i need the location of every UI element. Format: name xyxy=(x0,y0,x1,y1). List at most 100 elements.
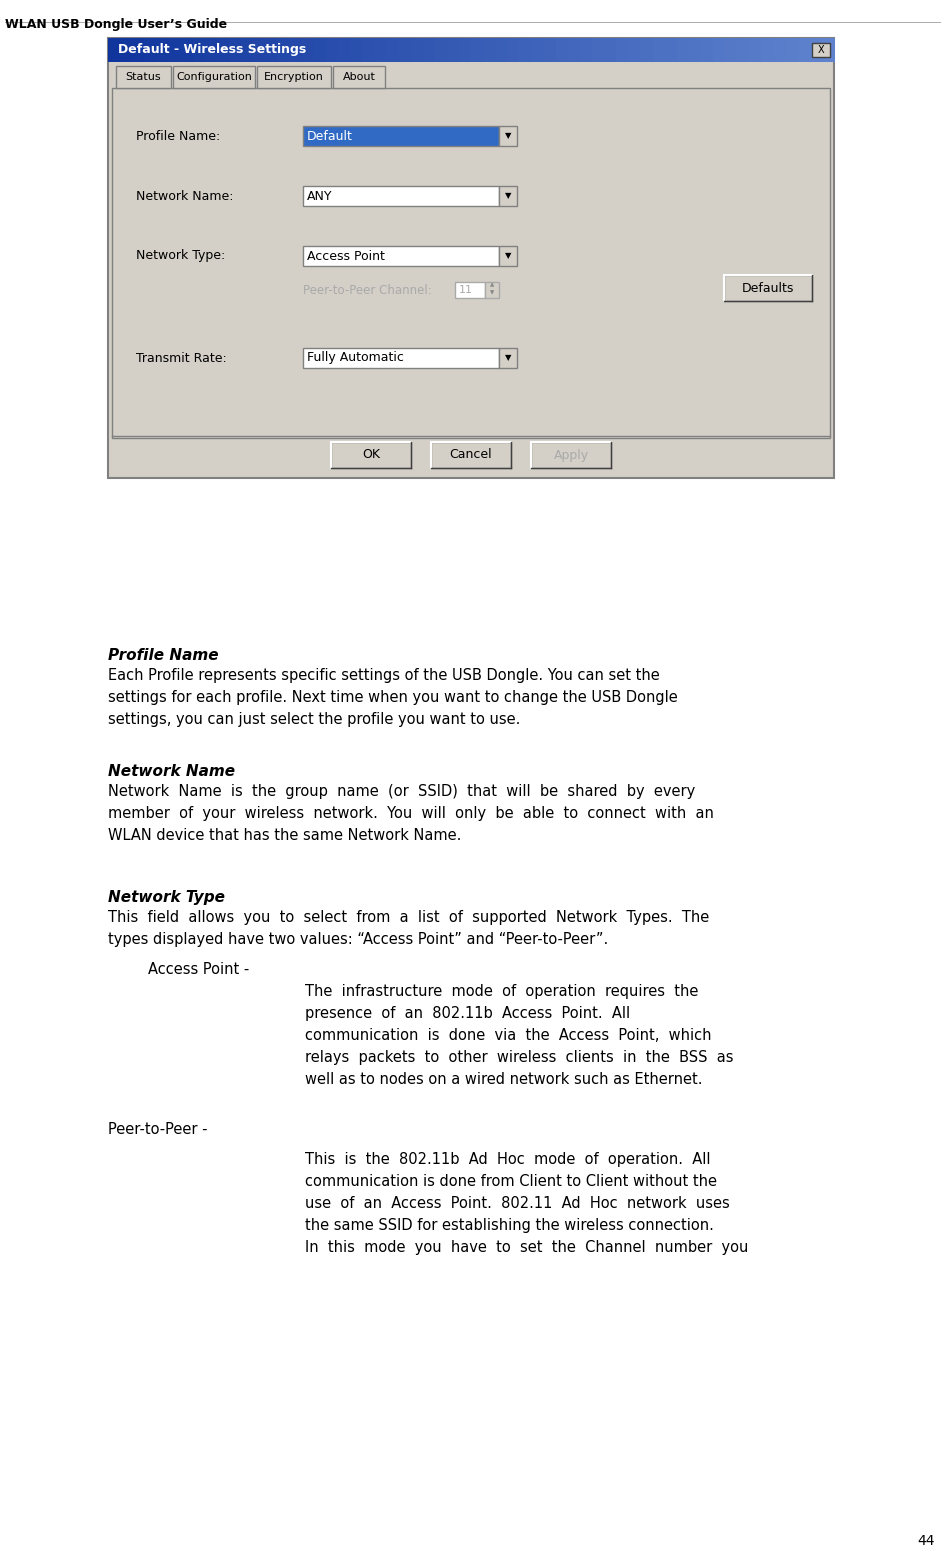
FancyBboxPatch shape xyxy=(289,38,302,63)
Text: Default: Default xyxy=(307,130,352,142)
FancyBboxPatch shape xyxy=(498,127,516,145)
FancyBboxPatch shape xyxy=(398,38,411,63)
Text: Network  Name  is  the  group  name  (or  SSID)  that  will  be  shared  by  eve: Network Name is the group name (or SSID)… xyxy=(108,784,695,799)
Text: Apply: Apply xyxy=(553,449,588,461)
Text: 44: 44 xyxy=(917,1534,934,1548)
FancyBboxPatch shape xyxy=(410,38,423,63)
FancyBboxPatch shape xyxy=(580,38,592,63)
FancyBboxPatch shape xyxy=(459,38,471,63)
FancyBboxPatch shape xyxy=(303,246,498,266)
Text: Profile Name: Profile Name xyxy=(108,647,218,663)
FancyBboxPatch shape xyxy=(664,38,677,63)
FancyBboxPatch shape xyxy=(338,38,350,63)
FancyBboxPatch shape xyxy=(112,88,829,438)
FancyBboxPatch shape xyxy=(482,38,496,63)
FancyBboxPatch shape xyxy=(811,42,829,56)
Text: In  this  mode  you  have  to  set  the  Channel  number  you: In this mode you have to set the Channel… xyxy=(305,1240,748,1254)
FancyBboxPatch shape xyxy=(821,38,834,63)
Text: Encryption: Encryption xyxy=(263,72,324,81)
FancyBboxPatch shape xyxy=(567,38,580,63)
FancyBboxPatch shape xyxy=(108,38,121,63)
Text: types displayed have two values: “Access Point” and “Peer-to-Peer”.: types displayed have two values: “Access… xyxy=(108,932,608,946)
FancyBboxPatch shape xyxy=(724,38,737,63)
FancyBboxPatch shape xyxy=(374,38,386,63)
Text: Network Name: Network Name xyxy=(108,763,235,779)
FancyBboxPatch shape xyxy=(507,38,519,63)
FancyBboxPatch shape xyxy=(301,38,313,63)
FancyBboxPatch shape xyxy=(205,38,217,63)
FancyBboxPatch shape xyxy=(362,38,375,63)
FancyBboxPatch shape xyxy=(773,38,785,63)
Text: use  of  an  Access  Point.  802.11  Ad  Hoc  network  uses: use of an Access Point. 802.11 Ad Hoc ne… xyxy=(305,1196,729,1211)
Text: About: About xyxy=(343,72,375,81)
Text: Network Type: Network Type xyxy=(108,890,225,906)
FancyBboxPatch shape xyxy=(736,38,749,63)
Text: Status: Status xyxy=(126,72,161,81)
FancyBboxPatch shape xyxy=(749,38,761,63)
Text: Each Profile represents specific settings of the USB Dongle. You can set the: Each Profile represents specific setting… xyxy=(108,668,659,683)
FancyBboxPatch shape xyxy=(217,38,229,63)
FancyBboxPatch shape xyxy=(303,127,498,145)
FancyBboxPatch shape xyxy=(193,38,205,63)
FancyBboxPatch shape xyxy=(603,38,616,63)
FancyBboxPatch shape xyxy=(784,38,798,63)
FancyBboxPatch shape xyxy=(330,443,411,468)
Text: Cancel: Cancel xyxy=(449,449,492,461)
FancyBboxPatch shape xyxy=(531,443,611,468)
FancyBboxPatch shape xyxy=(386,38,398,63)
FancyBboxPatch shape xyxy=(422,38,435,63)
Text: ANY: ANY xyxy=(307,189,332,202)
Text: Defaults: Defaults xyxy=(741,282,793,294)
Text: settings for each profile. Next time when you want to change the USB Dongle: settings for each profile. Next time whe… xyxy=(108,690,677,705)
FancyBboxPatch shape xyxy=(651,38,665,63)
FancyBboxPatch shape xyxy=(676,38,688,63)
Text: ▼: ▼ xyxy=(504,353,511,363)
FancyBboxPatch shape xyxy=(591,38,604,63)
Text: Access Point -: Access Point - xyxy=(148,962,249,978)
FancyBboxPatch shape xyxy=(241,38,253,63)
Text: settings, you can just select the profile you want to use.: settings, you can just select the profil… xyxy=(108,712,520,727)
Text: WLAN device that has the same Network Name.: WLAN device that has the same Network Na… xyxy=(108,827,461,843)
FancyBboxPatch shape xyxy=(430,443,511,468)
Text: OK: OK xyxy=(362,449,379,461)
Text: Transmit Rate:: Transmit Rate: xyxy=(136,352,227,364)
FancyBboxPatch shape xyxy=(313,38,326,63)
FancyBboxPatch shape xyxy=(132,38,144,63)
FancyBboxPatch shape xyxy=(498,186,516,206)
FancyBboxPatch shape xyxy=(108,38,834,479)
FancyBboxPatch shape xyxy=(797,38,809,63)
FancyBboxPatch shape xyxy=(498,349,516,368)
FancyBboxPatch shape xyxy=(495,38,507,63)
FancyBboxPatch shape xyxy=(484,282,498,299)
Text: Access Point: Access Point xyxy=(307,250,384,263)
FancyBboxPatch shape xyxy=(498,246,516,266)
FancyBboxPatch shape xyxy=(615,38,628,63)
FancyBboxPatch shape xyxy=(543,38,556,63)
FancyBboxPatch shape xyxy=(157,38,169,63)
FancyBboxPatch shape xyxy=(168,38,181,63)
FancyBboxPatch shape xyxy=(144,38,157,63)
FancyBboxPatch shape xyxy=(555,38,567,63)
FancyBboxPatch shape xyxy=(173,66,255,88)
Text: The  infrastructure  mode  of  operation  requires  the: The infrastructure mode of operation req… xyxy=(305,984,698,999)
Text: Configuration: Configuration xyxy=(176,72,252,81)
FancyBboxPatch shape xyxy=(116,66,171,88)
FancyBboxPatch shape xyxy=(332,66,384,88)
Text: the same SSID for establishing the wireless connection.: the same SSID for establishing the wirel… xyxy=(305,1218,713,1232)
Text: ▼: ▼ xyxy=(504,252,511,261)
Text: ▲: ▲ xyxy=(489,283,494,288)
FancyBboxPatch shape xyxy=(761,38,773,63)
Text: Peer-to-Peer -: Peer-to-Peer - xyxy=(108,1121,208,1137)
FancyBboxPatch shape xyxy=(700,38,713,63)
FancyBboxPatch shape xyxy=(712,38,725,63)
Text: communication is done from Client to Client without the: communication is done from Client to Cli… xyxy=(305,1175,716,1189)
FancyBboxPatch shape xyxy=(447,38,459,63)
FancyBboxPatch shape xyxy=(180,38,193,63)
FancyBboxPatch shape xyxy=(303,186,498,206)
Text: Network Type:: Network Type: xyxy=(136,250,225,263)
FancyBboxPatch shape xyxy=(257,66,330,88)
FancyBboxPatch shape xyxy=(349,38,362,63)
Text: presence  of  an  802.11b  Access  Point.  All: presence of an 802.11b Access Point. All xyxy=(305,1006,630,1021)
FancyBboxPatch shape xyxy=(253,38,265,63)
FancyBboxPatch shape xyxy=(628,38,640,63)
